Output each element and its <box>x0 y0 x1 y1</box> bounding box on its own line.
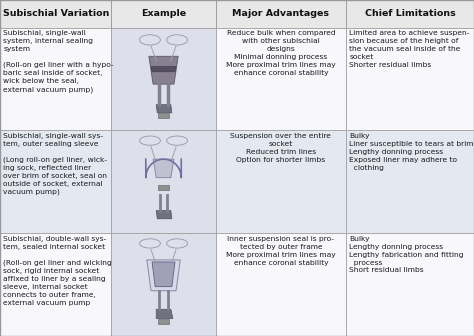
Bar <box>0 130 111 233</box>
Bar <box>0 233 111 336</box>
Polygon shape <box>156 104 172 113</box>
Bar <box>158 113 169 118</box>
Polygon shape <box>156 211 172 219</box>
Bar <box>111 0 216 28</box>
Bar <box>0 0 111 28</box>
Polygon shape <box>152 262 175 287</box>
Text: Subischial, single-wall sys-
tem, outer sealing sleeve

(Long roll-on gel liner,: Subischial, single-wall sys- tem, outer … <box>3 133 108 195</box>
Bar <box>158 185 169 190</box>
Bar <box>158 319 169 324</box>
Text: Limited area to achieve suspen-
sion because of the height of
the vacuum seal in: Limited area to achieve suspen- sion bec… <box>349 30 470 68</box>
Bar <box>346 28 474 130</box>
Bar <box>111 233 216 336</box>
Text: Example: Example <box>141 9 186 18</box>
Bar <box>216 233 346 336</box>
Text: Bulky
Liner susceptible to tears at brim
Lengthy donning process
Exposed liner m: Bulky Liner susceptible to tears at brim… <box>349 133 474 171</box>
Bar <box>0 28 111 130</box>
Text: Bulky
Lengthy donning process
Lengthy fabrication and fitting
  process
Short re: Bulky Lengthy donning process Lengthy fa… <box>349 236 464 274</box>
Text: Suspension over the entire
socket
Reduced trim lines
Option for shorter limbs: Suspension over the entire socket Reduce… <box>230 133 331 163</box>
Text: Subischial Variation: Subischial Variation <box>2 9 109 18</box>
Text: Subischial, double-wall sys-
tem, sealed internal socket

(Roll-on gel liner and: Subischial, double-wall sys- tem, sealed… <box>3 236 112 305</box>
Polygon shape <box>153 159 174 178</box>
Bar <box>346 233 474 336</box>
Text: Reduce bulk when compared
with other subischial
designs
Minimal donning process
: Reduce bulk when compared with other sub… <box>226 30 336 76</box>
Bar <box>216 28 346 130</box>
Bar <box>346 0 474 28</box>
Polygon shape <box>149 56 178 84</box>
Bar <box>346 130 474 233</box>
Bar <box>216 0 346 28</box>
Text: Subischial, single-wall
system, internal sealing
system

(Roll-on gel liner with: Subischial, single-wall system, internal… <box>3 30 114 92</box>
Polygon shape <box>147 260 180 291</box>
Polygon shape <box>151 67 176 72</box>
Bar <box>111 28 216 130</box>
Text: Chief Limitations: Chief Limitations <box>365 9 456 18</box>
Polygon shape <box>156 309 173 319</box>
Bar <box>111 130 216 233</box>
Bar <box>216 130 346 233</box>
Text: Major Advantages: Major Advantages <box>232 9 329 18</box>
Text: Inner suspension seal is pro-
tected by outer frame
More proximal trim lines may: Inner suspension seal is pro- tected by … <box>226 236 336 265</box>
